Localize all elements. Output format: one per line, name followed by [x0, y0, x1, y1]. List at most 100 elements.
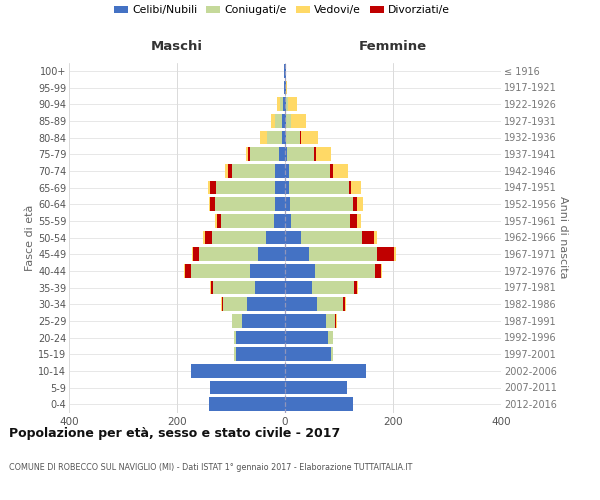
Bar	[234, 330, 236, 344]
Bar	[193, 248, 199, 261]
Bar	[236, 348, 285, 361]
Bar	[301, 130, 318, 144]
Bar	[331, 348, 333, 361]
Bar	[275, 114, 283, 128]
Bar	[349, 180, 351, 194]
Text: Maschi: Maschi	[151, 40, 203, 54]
Bar	[191, 364, 285, 378]
Bar	[208, 180, 211, 194]
Bar	[228, 164, 232, 177]
Bar	[285, 114, 286, 128]
Bar	[211, 180, 216, 194]
Bar	[289, 180, 349, 194]
Bar	[267, 130, 283, 144]
Bar	[215, 214, 217, 228]
Bar	[330, 164, 333, 177]
Bar	[242, 314, 285, 328]
Bar	[328, 330, 332, 344]
Bar	[191, 264, 250, 278]
Bar	[203, 230, 205, 244]
Bar	[260, 130, 267, 144]
Y-axis label: Anni di nascita: Anni di nascita	[558, 196, 568, 278]
Bar	[286, 98, 288, 111]
Bar	[354, 280, 358, 294]
Bar	[232, 164, 275, 177]
Bar	[314, 148, 316, 161]
Bar	[350, 214, 358, 228]
Bar	[280, 98, 283, 111]
Bar	[343, 298, 346, 311]
Bar	[301, 230, 362, 244]
Bar	[285, 98, 286, 111]
Bar	[312, 280, 354, 294]
Bar	[362, 230, 374, 244]
Text: COMUNE DI ROBECCO SUL NAVIGLIO (MI) - Dati ISTAT 1° gennaio 2017 - Elaborazione : COMUNE DI ROBECCO SUL NAVIGLIO (MI) - Da…	[9, 462, 412, 471]
Bar	[234, 348, 236, 361]
Bar	[353, 198, 357, 211]
Bar	[210, 280, 211, 294]
Bar	[236, 330, 285, 344]
Bar	[325, 314, 335, 328]
Bar	[285, 264, 314, 278]
Bar	[285, 164, 289, 177]
Bar	[351, 180, 361, 194]
Bar	[217, 214, 221, 228]
Bar	[184, 264, 185, 278]
Bar	[377, 248, 394, 261]
Bar	[271, 114, 275, 128]
Bar	[212, 230, 266, 244]
Bar	[357, 198, 364, 211]
Bar	[211, 380, 285, 394]
Bar	[285, 314, 325, 328]
Bar	[286, 80, 287, 94]
Bar	[213, 280, 256, 294]
Bar	[185, 264, 191, 278]
Bar	[256, 280, 285, 294]
Bar	[310, 248, 377, 261]
Bar	[224, 164, 228, 177]
Bar	[289, 164, 330, 177]
Bar	[285, 398, 353, 411]
Bar	[209, 398, 285, 411]
Bar	[283, 130, 285, 144]
Bar	[277, 98, 280, 111]
Bar	[285, 230, 301, 244]
Bar	[250, 148, 278, 161]
Bar	[285, 364, 366, 378]
Bar	[274, 214, 285, 228]
Bar	[205, 230, 212, 244]
Bar	[285, 198, 290, 211]
Bar	[275, 180, 285, 194]
Bar	[285, 298, 317, 311]
Bar	[248, 148, 250, 161]
Bar	[358, 214, 361, 228]
Bar	[209, 198, 211, 211]
Bar	[286, 130, 299, 144]
Bar	[258, 248, 285, 261]
Bar	[278, 148, 285, 161]
Bar	[192, 248, 193, 261]
Bar	[245, 148, 248, 161]
Bar	[286, 114, 292, 128]
Bar	[316, 148, 331, 161]
Bar	[247, 298, 285, 311]
Bar	[335, 314, 337, 328]
Bar	[199, 248, 258, 261]
Bar	[314, 264, 375, 278]
Bar	[285, 130, 286, 144]
Bar	[221, 214, 274, 228]
Bar	[250, 264, 285, 278]
Bar	[285, 180, 289, 194]
Bar	[285, 148, 287, 161]
Bar	[285, 348, 331, 361]
Bar	[288, 98, 297, 111]
Bar	[222, 298, 223, 311]
Bar	[285, 248, 310, 261]
Bar	[285, 380, 347, 394]
Bar	[211, 280, 213, 294]
Text: Femmine: Femmine	[359, 40, 427, 54]
Text: Popolazione per età, sesso e stato civile - 2017: Popolazione per età, sesso e stato civil…	[9, 428, 340, 440]
Bar	[275, 198, 285, 211]
Bar	[283, 98, 285, 111]
Bar	[380, 264, 382, 278]
